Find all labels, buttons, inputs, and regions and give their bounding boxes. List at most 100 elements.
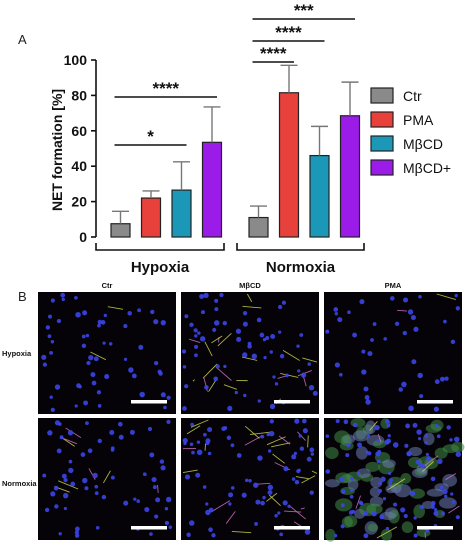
nucleus xyxy=(405,423,411,429)
nucleus xyxy=(293,451,298,456)
bar xyxy=(171,189,192,238)
nucleus xyxy=(412,422,418,428)
nucleus xyxy=(92,472,98,479)
net-fiber xyxy=(387,478,406,491)
nucleus xyxy=(300,372,307,378)
nucleus xyxy=(195,472,201,478)
nucleus xyxy=(104,373,110,380)
nucleus xyxy=(345,453,350,458)
micrograph-background xyxy=(181,418,319,540)
nucleus xyxy=(93,356,99,362)
nucleus xyxy=(262,495,266,500)
nucleus xyxy=(199,293,205,299)
nucleus xyxy=(214,320,220,326)
nucleus xyxy=(407,309,414,315)
nucleus xyxy=(82,477,88,484)
nucleus xyxy=(61,473,67,479)
nucleus xyxy=(200,310,205,315)
nucleus xyxy=(260,500,265,506)
nucleus xyxy=(309,490,314,495)
net-fiber xyxy=(302,357,318,363)
nucleus xyxy=(257,455,263,461)
net-fiber xyxy=(242,305,262,309)
nucleus xyxy=(74,530,80,535)
micrograph-panel xyxy=(38,292,176,414)
nucleus xyxy=(385,526,390,531)
nucleus xyxy=(279,353,285,359)
nucleus xyxy=(153,319,159,325)
nucleus xyxy=(433,510,439,516)
net-fiber xyxy=(278,435,291,445)
nucleus xyxy=(277,304,283,310)
net-fiber xyxy=(210,500,231,513)
nucleus xyxy=(361,369,367,375)
nucleus xyxy=(334,534,338,538)
scale-bar xyxy=(274,526,310,530)
cell-cluster xyxy=(401,521,414,534)
cell-cluster xyxy=(400,473,412,484)
nucleus xyxy=(50,340,55,344)
nucleus xyxy=(256,317,262,323)
nucleus xyxy=(259,332,265,338)
y-tick-label: 0 xyxy=(79,229,87,245)
net-fiber xyxy=(58,480,79,490)
net-fiber xyxy=(186,425,201,435)
net-fiber xyxy=(376,526,398,539)
nucleus xyxy=(257,399,261,403)
nucleus xyxy=(254,522,258,526)
nucleus xyxy=(404,443,409,448)
nucleus xyxy=(163,405,167,410)
nucleus xyxy=(117,421,123,427)
nucleus xyxy=(42,473,47,478)
nucleus xyxy=(402,297,409,303)
nucleus xyxy=(53,485,59,491)
nucleus xyxy=(430,500,436,506)
nucleus xyxy=(337,317,343,323)
nucleus xyxy=(388,481,393,485)
nucleus xyxy=(308,384,315,391)
nucleus xyxy=(63,478,68,483)
nucleus xyxy=(219,292,224,298)
nucleus xyxy=(191,450,195,455)
nucleus xyxy=(101,494,107,500)
nucleus xyxy=(197,331,201,335)
error-bars xyxy=(112,64,359,224)
net-fiber xyxy=(300,507,305,510)
net-fiber xyxy=(244,425,260,439)
nucleus xyxy=(358,500,363,505)
net-fiber xyxy=(422,461,434,472)
nucleus xyxy=(267,484,274,491)
nucleus xyxy=(417,436,422,441)
nucleus xyxy=(325,329,330,334)
nucleus xyxy=(160,320,166,326)
nucleus xyxy=(269,419,274,424)
net-fiber xyxy=(211,335,223,344)
net-fiber xyxy=(311,470,318,474)
nucleus xyxy=(455,306,461,311)
nucleus xyxy=(81,343,87,349)
nucleus xyxy=(379,514,385,520)
nucleus xyxy=(377,449,382,454)
nucleus xyxy=(436,434,441,439)
nucleus xyxy=(213,376,219,382)
nucleus xyxy=(83,400,89,406)
nucleus xyxy=(357,442,362,448)
net-fiber xyxy=(225,511,236,524)
group-bracket xyxy=(95,243,225,251)
nucleus xyxy=(442,488,448,495)
nucleus xyxy=(189,322,194,327)
panel-b-letter: B xyxy=(18,289,27,304)
significance-label: **** xyxy=(275,23,302,42)
nucleus xyxy=(108,342,113,346)
net-fiber xyxy=(204,341,213,357)
nucleus xyxy=(335,419,340,424)
y-tick-label: 40 xyxy=(71,158,87,174)
nucleus xyxy=(95,525,100,530)
nucleus xyxy=(279,532,284,537)
nucleus xyxy=(182,438,188,444)
nucleus xyxy=(84,486,89,491)
nucleus xyxy=(45,325,51,330)
nucleus xyxy=(68,459,73,464)
nucleus xyxy=(75,526,80,532)
nucleus xyxy=(365,399,371,405)
